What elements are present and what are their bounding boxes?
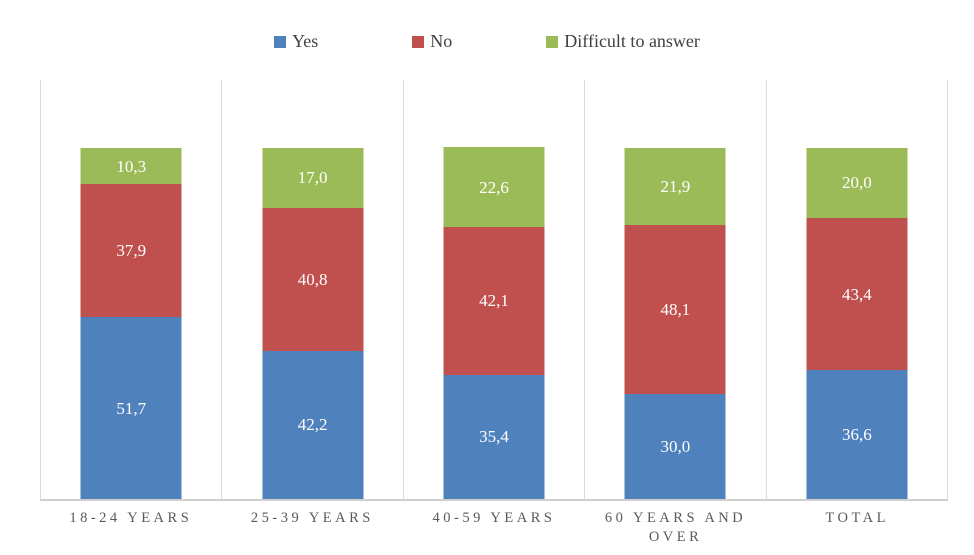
category-panel-18-24: 10,3 37,9 51,7	[40, 80, 221, 499]
legend-label-no: No	[430, 31, 453, 51]
value-label: 51,7	[116, 398, 147, 418]
category-panel-25-39: 17,0 40,8 42,2	[221, 80, 402, 499]
value-label: 36,6	[841, 425, 872, 445]
x-axis-label-25-39: 25-39 YEARS	[250, 510, 374, 526]
value-label: 42,2	[297, 415, 328, 435]
segment-yes: 42,2	[262, 350, 364, 499]
segment-difficult: 21,9	[624, 147, 726, 225]
legend-label-difficult: Difficult to answer	[564, 31, 700, 51]
segment-no: 37,9	[80, 184, 182, 318]
legend-item-difficult: Difficult to answer	[546, 31, 700, 52]
bar-40-59-years: 22,6 42,1 35,4	[443, 147, 545, 499]
legend-swatch-no-icon	[412, 35, 425, 48]
legend-swatch-difficult-icon	[546, 35, 559, 48]
value-label: 42,1	[479, 291, 509, 311]
bar-18-24-years: 10,3 37,9 51,7	[80, 148, 182, 499]
x-axis-label-18-24: 18-24 YEARS	[69, 510, 193, 526]
value-label: 10,3	[116, 156, 147, 176]
value-label: 30,0	[660, 436, 691, 456]
value-label: 21,9	[660, 176, 691, 196]
segment-yes: 35,4	[443, 374, 545, 499]
value-label: 48,1	[660, 299, 691, 319]
x-axis-labels: 18-24 YEARS 25-39 YEARS 40-59 YEARS 60 Y…	[40, 509, 948, 547]
segment-yes: 51,7	[80, 317, 182, 499]
value-label: 43,4	[841, 284, 872, 304]
value-label: 22,6	[479, 177, 509, 197]
segment-no: 42,1	[443, 226, 545, 375]
bar-total: 20,0 43,4 36,6	[806, 147, 908, 499]
segment-difficult: 17,0	[262, 147, 364, 208]
legend-item-yes: Yes	[274, 31, 318, 52]
category-panel-60-over: 21,9 48,1 30,0	[584, 80, 765, 499]
value-label: 17,0	[297, 168, 328, 188]
value-label: 20,0	[841, 173, 872, 193]
legend-label-yes: Yes	[292, 31, 319, 51]
segment-no: 43,4	[806, 217, 908, 371]
value-label: 37,9	[116, 241, 147, 261]
segment-difficult: 10,3	[80, 148, 182, 185]
segment-difficult: 22,6	[443, 147, 545, 227]
category-panel-40-59: 22,6 42,1 35,4	[402, 80, 584, 499]
segment-difficult: 20,0	[806, 147, 908, 218]
legend-item-no: No	[412, 31, 452, 52]
x-axis-label-40-59: 40-59 YEARS	[432, 510, 556, 526]
bar-25-39-years: 17,0 40,8 42,2	[262, 147, 364, 499]
segment-yes: 30,0	[624, 393, 726, 499]
bar-60-years-and-over: 21,9 48,1 30,0	[624, 147, 726, 499]
x-axis-label-total: TOTAL	[825, 510, 889, 526]
category-panel-total: 20,0 43,4 36,6	[765, 80, 949, 499]
legend: Yes No Difficult to answer	[0, 31, 974, 52]
x-axis-label-60-over: 60 YEARS AND OVER	[604, 510, 747, 545]
segment-no: 48,1	[624, 224, 726, 394]
legend-swatch-yes-icon	[274, 35, 287, 48]
plot-area: 10,3 37,9 51,7 17,0 40,8 42,2	[40, 80, 949, 501]
segment-no: 40,8	[262, 207, 364, 351]
segment-yes: 36,6	[806, 370, 908, 499]
value-label: 35,4	[479, 427, 509, 447]
value-label: 40,8	[297, 269, 328, 289]
